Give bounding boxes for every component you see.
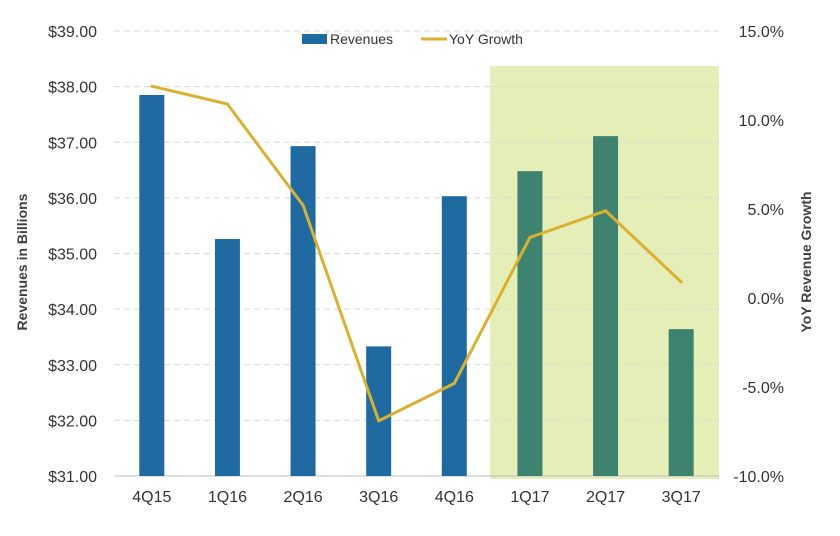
x-tick-label: 2Q16 (283, 489, 322, 506)
gridlines (114, 30, 719, 477)
growth-point (301, 203, 305, 207)
growth-point (377, 419, 381, 423)
y-tick-label-left: $34.00 (48, 302, 97, 319)
y-axis-title-left: Revenues in Billions (14, 193, 30, 330)
revenue-bar (366, 346, 392, 476)
growth-point (679, 280, 683, 284)
x-tick-label: 4Q15 (132, 489, 171, 506)
revenue-bar (593, 136, 619, 476)
y-tick-label-left: $38.00 (48, 80, 97, 97)
revenue-bar (139, 94, 165, 476)
revenue-bars (139, 94, 694, 477)
revenue-bar (441, 196, 467, 477)
axis-labels: $39.00 $38.00 $37.00 $36.00 $35.00 $34.00 $33.… (48, 24, 784, 506)
legend-label-growth: YoY Growth (449, 31, 523, 47)
y-tick-label-left: $32.00 (48, 413, 97, 430)
y-tick-label-left: $36.00 (48, 191, 97, 208)
y-tick-label-right: -5.0% (742, 380, 784, 397)
x-tick-label: 3Q17 (662, 489, 701, 506)
revenue-bar (290, 146, 316, 477)
growth-line-layer (150, 84, 683, 423)
y-tick-label-left: $31.00 (48, 469, 97, 486)
y-tick-label-right: 15.0% (739, 24, 784, 41)
x-tick-label: 4Q16 (435, 489, 474, 506)
growth-point (225, 102, 229, 106)
y-tick-label-right: -10.0% (733, 469, 784, 486)
y-tick-label-right: 0.0% (748, 291, 784, 308)
y-tick-label-left: $35.00 (48, 247, 97, 264)
revenue-bar (668, 329, 694, 476)
x-tick-label: 3Q16 (359, 489, 398, 506)
growth-point (604, 209, 608, 213)
growth-point (452, 381, 456, 385)
x-tick-label: 2Q17 (586, 489, 625, 506)
revenue-bar (517, 171, 543, 477)
y-axis-title-right: YoY Revenue Growth (798, 191, 814, 332)
x-tick-label: 1Q16 (208, 489, 247, 506)
growth-line (151, 84, 683, 423)
legend-swatch-revenues (302, 34, 327, 44)
y-tick-label-left: $37.00 (48, 135, 97, 152)
growth-point (528, 235, 532, 239)
legend: Revenues YoY Growth (302, 31, 523, 47)
x-tick-label: 1Q17 (510, 489, 549, 506)
revenue-bar (214, 239, 240, 476)
growth-point (150, 84, 154, 88)
y-tick-label-right: 10.0% (739, 113, 784, 130)
y-tick-label-left: $39.00 (48, 24, 97, 41)
y-tick-label-left: $33.00 (48, 358, 97, 375)
legend-label-revenues: Revenues (330, 31, 393, 47)
y-tick-label-right: 5.0% (748, 202, 784, 219)
